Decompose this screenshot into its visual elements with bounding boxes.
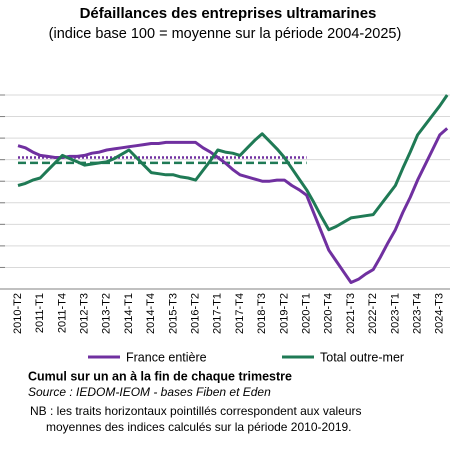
legend-label: France entière xyxy=(126,350,207,364)
x-tick-label: 2019-T2 xyxy=(278,293,290,334)
x-tick-label: 2023-T1 xyxy=(389,293,401,334)
nb-line: moyennes des indices calculés sur la pér… xyxy=(46,420,352,434)
series-line xyxy=(17,94,449,232)
x-tick-label: 2016-T2 xyxy=(190,293,202,334)
x-tick-label: 2018-T3 xyxy=(256,293,268,334)
x-tick-label: 2011-T1 xyxy=(34,293,46,333)
x-tick-label: 2020-T4 xyxy=(323,293,335,334)
x-tick-label: 2021-T3 xyxy=(345,293,357,334)
x-tick-label: 2024-T3 xyxy=(434,293,446,334)
chart-subtitle: (indice base 100 = moyenne sur la périod… xyxy=(49,26,402,42)
x-tick-label: 2023-T4 xyxy=(412,293,424,334)
legend-label: Total outre-mer xyxy=(320,350,404,364)
x-tick-label: 2014-T4 xyxy=(145,293,157,334)
x-tick-label: 2017-T4 xyxy=(234,293,246,334)
x-tick-label: 2010-T2 xyxy=(12,293,24,334)
x-tick-label: 2017-T1 xyxy=(212,293,224,334)
x-tick-label: 2013-T2 xyxy=(101,293,113,334)
x-tick-label: 2022-T2 xyxy=(367,293,379,334)
note: Cumul sur un an à la fin de chaque trime… xyxy=(28,369,292,383)
x-tick-label: 2020-T1 xyxy=(301,293,313,334)
source: Source : IEDOM-IEOM - bases Fiben et Ede… xyxy=(28,385,271,399)
x-tick-label: 2014-T1 xyxy=(123,293,135,334)
chart-title: Défaillances des entreprises ultramarine… xyxy=(80,5,377,22)
series-line xyxy=(17,127,449,284)
x-tick-label: 2015-T3 xyxy=(167,293,179,334)
x-tick-label: 2011-T4 xyxy=(56,293,68,333)
x-tick-label: 2012-T3 xyxy=(79,293,91,334)
nb-line: NB : les traits horizontaux pointillés c… xyxy=(30,404,362,418)
